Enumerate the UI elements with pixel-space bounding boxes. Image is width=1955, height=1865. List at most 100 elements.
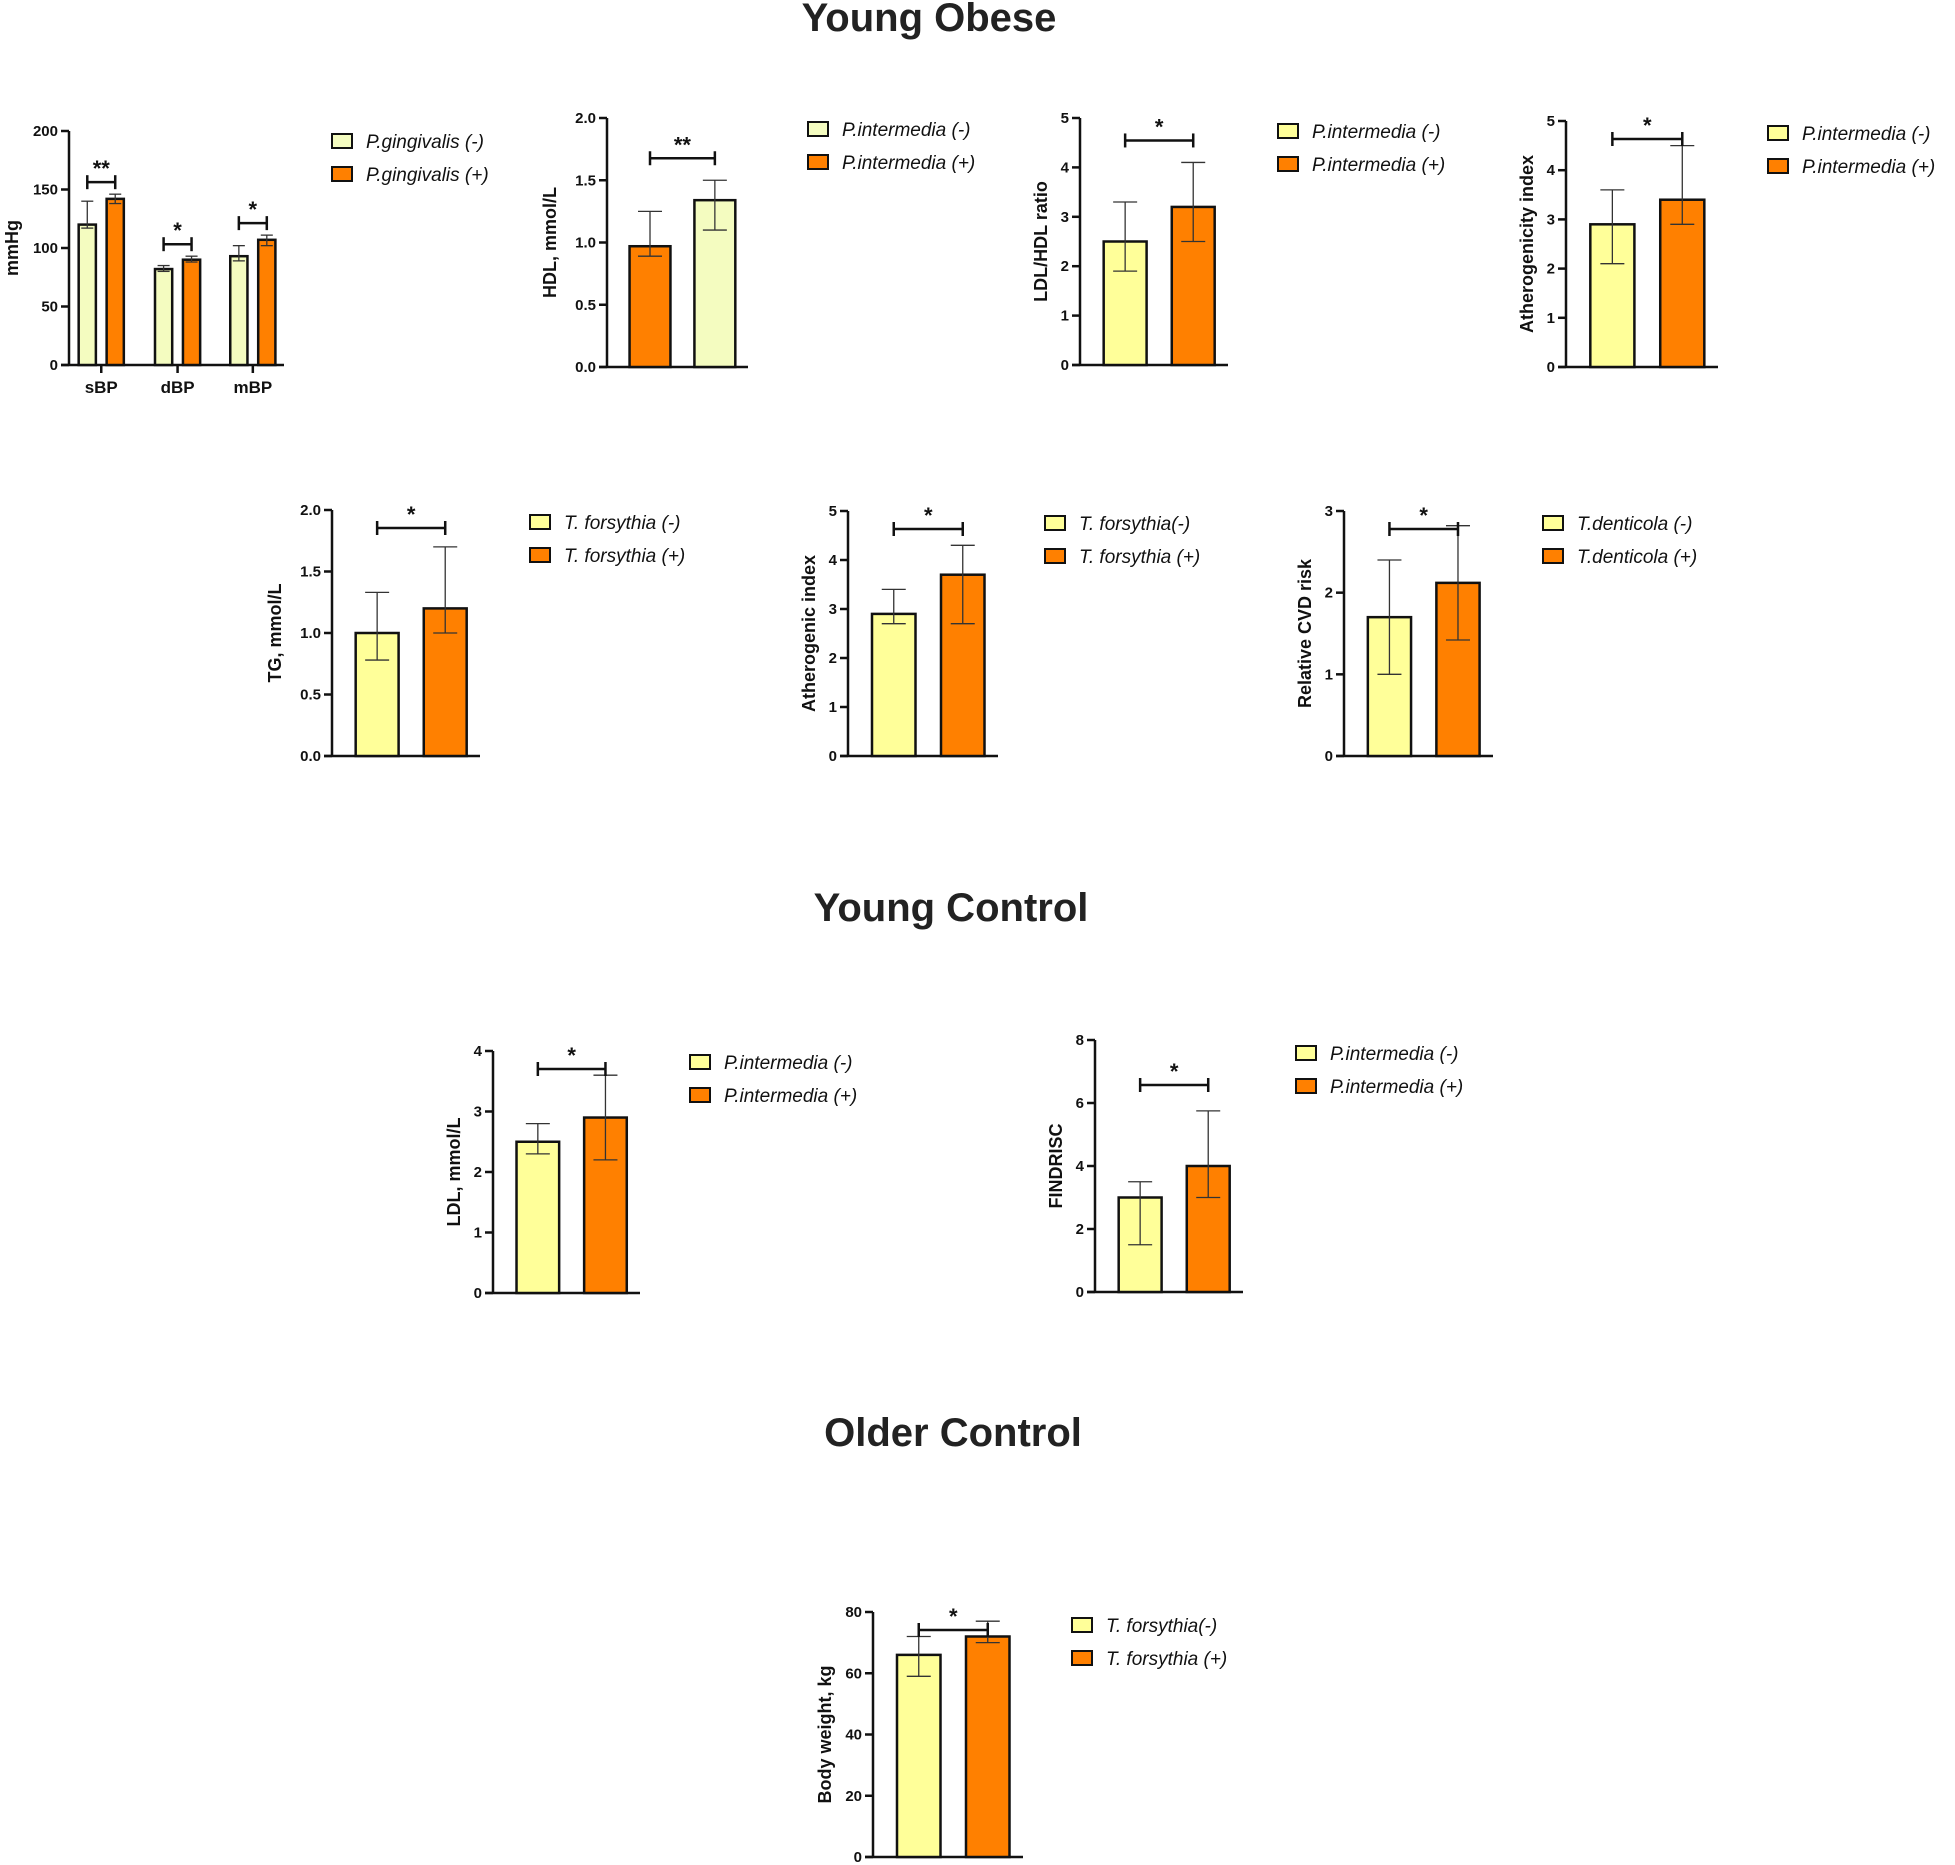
error-bar [157,264,170,273]
legend-label: P.intermedia (-) [1330,1044,1458,1065]
legend: T. forsythia(-) T. forsythia (+) [1071,1616,1227,1670]
y-tick-label: 0 [1547,359,1555,376]
legend-label: P.intermedia (-) [842,120,970,141]
y-tick-label: 200 [33,123,58,140]
y-axis-label: Atherogenicity index [1517,155,1537,333]
error-bar [1196,1110,1221,1199]
significance-bracket [1388,522,1460,536]
legend-label: P.intermedia (+) [842,153,975,174]
error-bar [1181,161,1206,243]
significance-label: * [949,1604,958,1629]
significance-bracket [1123,133,1195,148]
bar-positive [1658,198,1706,369]
y-tick-label: 4 [474,1043,483,1060]
error-bar [881,588,906,625]
legend-swatch [1767,158,1789,174]
error-bar [1377,559,1402,675]
y-axis-label: Body weight, kg [815,1665,835,1803]
bar-positive [181,258,202,367]
error-bar [1128,1181,1153,1246]
significance-bracket [536,1062,607,1076]
y-axis-label: TG, mmol/L [265,583,285,682]
legend-label: P.intermedia (+) [724,1086,857,1107]
x-category-label: sBP [85,378,118,397]
significance-bracket [162,237,193,252]
y-tick-label: 0 [474,1285,482,1302]
significance-label: ** [93,156,111,181]
y-tick-label: 1 [474,1225,482,1242]
legend-swatch [1542,548,1564,564]
y-tick-label: 100 [33,240,58,257]
y-tick-label: 80 [845,1604,862,1621]
significance-bracket [892,522,964,536]
bar-negative [515,1140,561,1295]
legend-label: T.denticola (+) [1577,547,1697,568]
section-title-young-control: Young Control [813,886,1089,930]
legend-swatch [1767,125,1789,141]
significance-bracket [86,175,117,190]
legend-swatch [331,166,353,182]
legend-label: T. forsythia (+) [564,546,685,567]
legend-label: P.intermedia (+) [1802,157,1935,178]
y-tick-label: 3 [474,1104,482,1121]
chart-hdl: 0.0 0.5 1.0 1.5 2.0 HDL, mmol/L ** P.intermedia… [540,110,975,376]
y-axis-label: Relative CVD risk [1295,558,1315,708]
legend-swatch [1277,123,1299,139]
y-tick-label: 4 [829,552,838,569]
y-tick-label: 2.0 [300,502,321,519]
legend: P.intermedia (-) P.intermedia (+) [1767,124,1935,178]
bar-negative [229,254,249,367]
y-tick-label: 0.5 [575,297,596,314]
legend: T. forsythia (-) T. forsythia (+) [529,513,685,567]
error-bar [109,193,122,205]
y-tick-label: 5 [1547,113,1555,130]
significance-label: * [1643,113,1652,138]
y-tick-label: 2 [1061,258,1069,275]
chart-tg: 0.0 0.5 1.0 1.5 2.0 TG, mmol/L * T. forsythia (… [265,502,685,765]
y-tick-label: 2.0 [575,110,596,127]
bar-negative [870,612,917,758]
y-tick-label: 3 [829,601,837,618]
legend-swatch [529,547,551,563]
y-tick-label: 2 [1076,1221,1084,1238]
y-tick-label: 1 [1061,308,1069,325]
significance-bracket [917,1623,989,1637]
error-bar [365,591,390,661]
y-tick-label: 1.0 [575,235,596,252]
significance-label: * [249,197,258,222]
y-tick-label: 60 [845,1665,862,1682]
legend-swatch [1071,1650,1093,1666]
y-tick-label: 2 [1325,585,1333,602]
significance-label: * [173,218,182,243]
legend-label: P.gingivalis (-) [366,132,484,153]
y-tick-label: 3 [1547,211,1555,228]
legend-label: T. forsythia (+) [1079,547,1200,568]
legend-swatch [1071,1617,1093,1633]
bar-positive [628,244,672,369]
legend-label: T.denticola (-) [1577,514,1692,535]
legend-swatch [689,1087,711,1103]
legend-swatch [1295,1078,1317,1094]
y-tick-label: 20 [845,1788,862,1805]
legend-label: P.intermedia (+) [1330,1077,1463,1098]
legend: T. forsythia(-) T. forsythia (+) [1044,514,1200,568]
legend-label: P.gingivalis (+) [366,165,489,186]
y-axis-label: FINDRISC [1046,1124,1066,1209]
legend: P.intermedia (-) P.intermedia (+) [1295,1044,1463,1098]
y-tick-label: 1.5 [575,172,596,189]
legend-label: T. forsythia(-) [1106,1616,1217,1637]
y-tick-label: 1.0 [300,625,321,642]
legend: P.intermedia (-) P.intermedia (+) [689,1053,857,1107]
bar-positive [256,238,277,367]
y-tick-label: 2 [829,650,837,667]
y-tick-label: 4 [1076,1158,1085,1175]
y-tick-label: 0 [854,1849,862,1865]
legend-swatch [1277,156,1299,172]
significance-bracket [1611,132,1684,146]
significance-label: * [924,503,933,528]
y-axis-label: Atherogenic index [799,555,819,712]
significance-label: * [407,502,416,527]
y-tick-label: 0 [829,748,837,765]
